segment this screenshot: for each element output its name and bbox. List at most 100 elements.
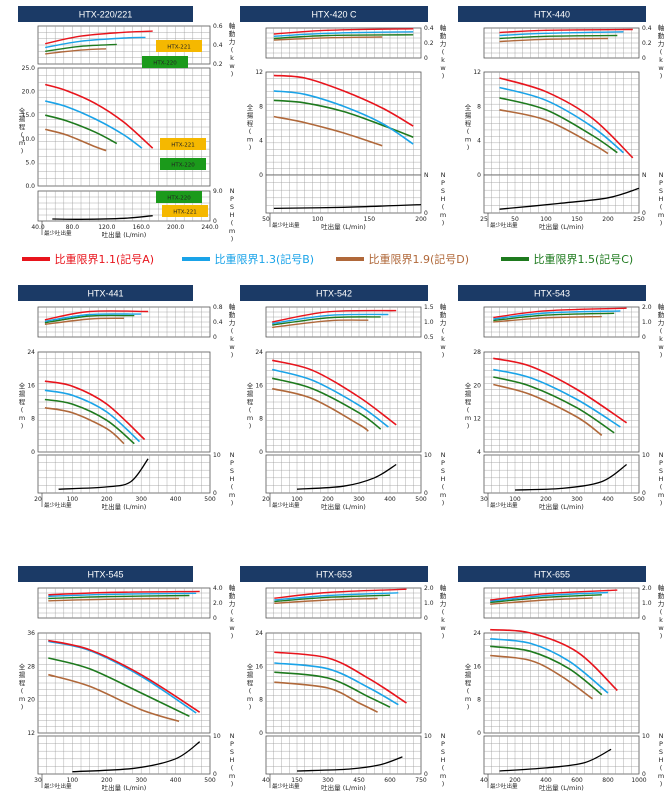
axis-label-char: k (659, 335, 663, 343)
axis-label-char: ) (467, 422, 470, 430)
x-tick-label: 200 (322, 496, 334, 503)
axis-label-char: m (247, 136, 253, 144)
power-tick-label: 0.2 (642, 40, 652, 47)
axis-label-char: m (440, 211, 446, 219)
x-tick-label: 100 (312, 216, 324, 223)
power-tick-label: 1.5 (424, 304, 434, 311)
power-curve-c (274, 594, 391, 603)
axis-label-char: k (230, 335, 234, 343)
head-axis-label: 全揚程(m) (19, 381, 26, 430)
x-tick-label: 200 (540, 496, 552, 503)
axis-label-char: ( (442, 483, 445, 491)
legend-swatch-d (336, 256, 364, 261)
x-tick-label: 160.0 (133, 224, 150, 231)
axis-label-char: P (659, 740, 663, 748)
axis-label-char: k (659, 56, 663, 64)
axis-label-char: ( (249, 687, 252, 695)
x-tick-label: 40.0 (31, 224, 45, 231)
head-tick-label: 12 (473, 416, 481, 423)
head-curve-c (44, 398, 135, 445)
power-axis-label: 軸動力(kw) (229, 302, 236, 359)
head-curve-d (493, 383, 603, 436)
head-axis-label: 全揚程(m) (247, 662, 254, 711)
x-tick-label: 40 (480, 777, 488, 784)
x-tick-label: 20 (262, 496, 270, 503)
head-tick-label: 25.0 (22, 65, 36, 72)
npsh-tick-label: 10 (424, 733, 432, 740)
axis-label-char: 動 (658, 310, 665, 319)
power-curve-b (44, 313, 142, 322)
axis-label-char: ( (442, 764, 445, 772)
x-tick-label: 300 (353, 496, 365, 503)
axis-label-char: ) (660, 72, 663, 80)
power-tick-label: 1.0 (424, 600, 434, 607)
axis-label-char: 力 (658, 318, 665, 327)
power-tick-label: 1.0 (642, 319, 652, 326)
axis-label-char: ) (231, 235, 234, 243)
axis-label-char: P (441, 179, 445, 187)
x-tick-label: 150 (571, 216, 583, 223)
legend-item: 比重限界1.9(記号D) (336, 250, 469, 268)
axis-label-char: ) (660, 780, 663, 788)
x-tick-label: 200 (101, 496, 113, 503)
flow-axis-label: 吐出量 (L/min) (321, 783, 366, 792)
npsh-curve (72, 741, 201, 773)
model-tag (160, 158, 206, 170)
axis-label-char: ) (21, 703, 24, 711)
head-tick-label: 20.0 (22, 89, 36, 96)
axis-label-char: k (659, 616, 663, 624)
power-grid (483, 27, 640, 59)
power-curve-a (48, 590, 200, 596)
axis-label-char: N (230, 732, 235, 740)
model-tag-label: HTX-221 (167, 45, 190, 51)
power-tick-label: 0 (424, 615, 428, 622)
x-tick-label: 400 (602, 496, 614, 503)
power-tick-label: 4.0 (213, 585, 223, 592)
head-tick-label: 0 (259, 449, 263, 456)
head-curve-b (493, 368, 621, 428)
head-curve-b (274, 662, 399, 706)
npsh-grid (265, 735, 422, 775)
head-grid (483, 632, 640, 734)
x-tick-label: 250 (633, 216, 645, 223)
head-tick-label: 0 (31, 449, 35, 456)
power-curve-d (274, 597, 378, 604)
axis-label-char: 軸 (440, 23, 447, 32)
axis-label-char: S (441, 748, 445, 756)
head-tick-label: 24 (255, 349, 263, 356)
axis-label-char: w (658, 64, 664, 72)
npsh-grid (37, 454, 211, 494)
power-axis-label: 軸動力(kw) (440, 23, 447, 80)
min-flow-label: 最少吐出量 (490, 782, 518, 790)
power-curve-c (44, 314, 135, 324)
axis-label-char: m (19, 414, 25, 422)
head-tick-label: 4 (477, 138, 481, 145)
axis-label-char: ( (467, 128, 470, 136)
axis-label-char: k (230, 54, 234, 62)
npsh-tick-label: N (642, 172, 647, 179)
legend-label-d: 比重限界1.9(記号D) (368, 253, 469, 266)
axis-label-char: ) (442, 499, 445, 507)
chart-panel: HTX-655 24 16 8 0 2.0 1.0 0 10 0 40 200 400 600 800 100… (458, 566, 665, 792)
head-tick-label: 4 (477, 449, 481, 456)
min-flow-label: 最少吐出量 (272, 501, 300, 509)
power-curve-c (490, 594, 602, 604)
axis-label-char: ) (21, 147, 24, 155)
chart-title: HTX-441 (87, 289, 123, 299)
x-tick-label: 200 (509, 777, 521, 784)
npsh-grid (483, 454, 640, 494)
power-tick-label: 0 (642, 334, 646, 341)
head-curve-a (272, 359, 397, 426)
chart-title-bar (18, 566, 193, 582)
axis-label-char: ) (660, 351, 663, 359)
flow-axis-label: 吐出量 (L/min) (539, 783, 584, 792)
axis-label-char: 軸 (229, 21, 236, 30)
axis-label-char: ) (249, 703, 252, 711)
x-tick-label: 500 (204, 496, 216, 503)
head-curve-c (45, 114, 118, 145)
power-tick-label: 2.0 (213, 600, 223, 607)
axis-label-char: ( (442, 327, 445, 335)
axis-label-char: 力 (440, 39, 447, 48)
